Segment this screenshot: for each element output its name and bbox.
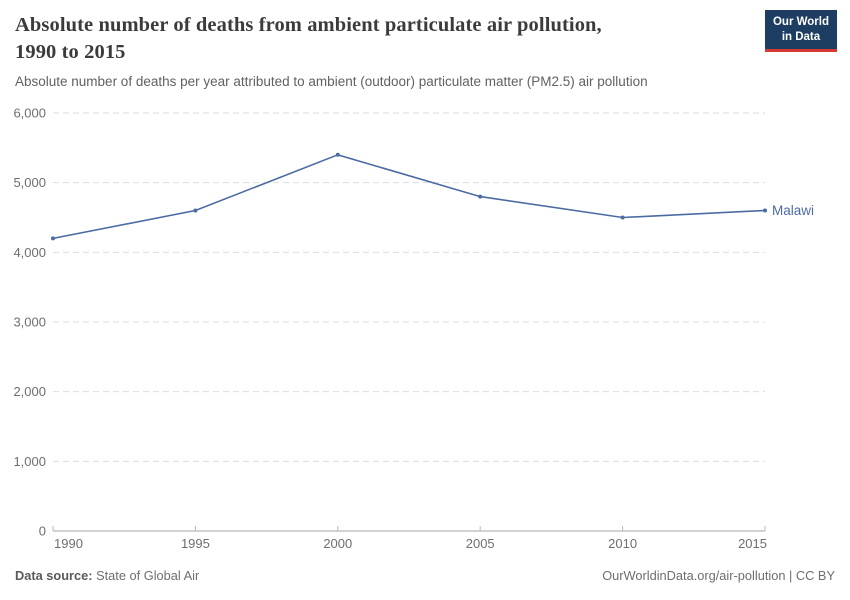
data-source: Data source: State of Global Air — [15, 568, 199, 583]
chart-header: Absolute number of deaths from ambient p… — [15, 10, 837, 89]
page-title: Absolute number of deaths from ambient p… — [15, 12, 745, 66]
y-tick-label: 6,000 — [13, 106, 46, 121]
data-point[interactable] — [763, 208, 767, 213]
y-tick-label: 0 — [39, 524, 46, 539]
owid-logo-line1: Our World — [772, 16, 829, 28]
x-tick-label: 2015 — [738, 536, 767, 551]
y-tick-label: 2,000 — [13, 384, 46, 399]
owid-logo[interactable]: Our World in Data — [764, 10, 837, 52]
chart-footer: Data source: State of Global Air OurWorl… — [15, 568, 835, 583]
page-title-line1: Absolute number of deaths from ambient p… — [15, 14, 602, 36]
y-tick-label: 3,000 — [13, 315, 46, 330]
attribution-link[interactable]: OurWorldinData.org/air-pollution | CC BY — [602, 568, 835, 583]
series-end-label[interactable]: Malawi — [772, 203, 814, 218]
y-tick-label: 5,000 — [13, 175, 46, 190]
data-line[interactable] — [52, 153, 766, 240]
data-source-value: State of Global Air — [92, 568, 200, 583]
data-point[interactable] — [51, 236, 55, 241]
data-point[interactable] — [620, 215, 625, 220]
chart-subtitle: Absolute number of deaths per year attri… — [15, 74, 648, 89]
x-tick-label: 1990 — [54, 536, 83, 551]
x-tick-label: 2000 — [323, 536, 352, 551]
data-source-label: Data source: — [15, 568, 93, 583]
data-point[interactable] — [335, 152, 340, 157]
x-tick-label: 2010 — [608, 536, 637, 551]
x-tick-label: 1995 — [181, 536, 210, 551]
data-point[interactable] — [193, 208, 198, 213]
y-tick-label: 1,000 — [13, 454, 46, 469]
x-tick-label: 2005 — [466, 536, 495, 551]
page-title-line2: 1990 to 2015 — [15, 41, 126, 64]
owid-logo-line2: in Data — [781, 30, 821, 43]
y-tick-label: 4,000 — [13, 245, 46, 260]
data-point[interactable] — [478, 194, 483, 199]
